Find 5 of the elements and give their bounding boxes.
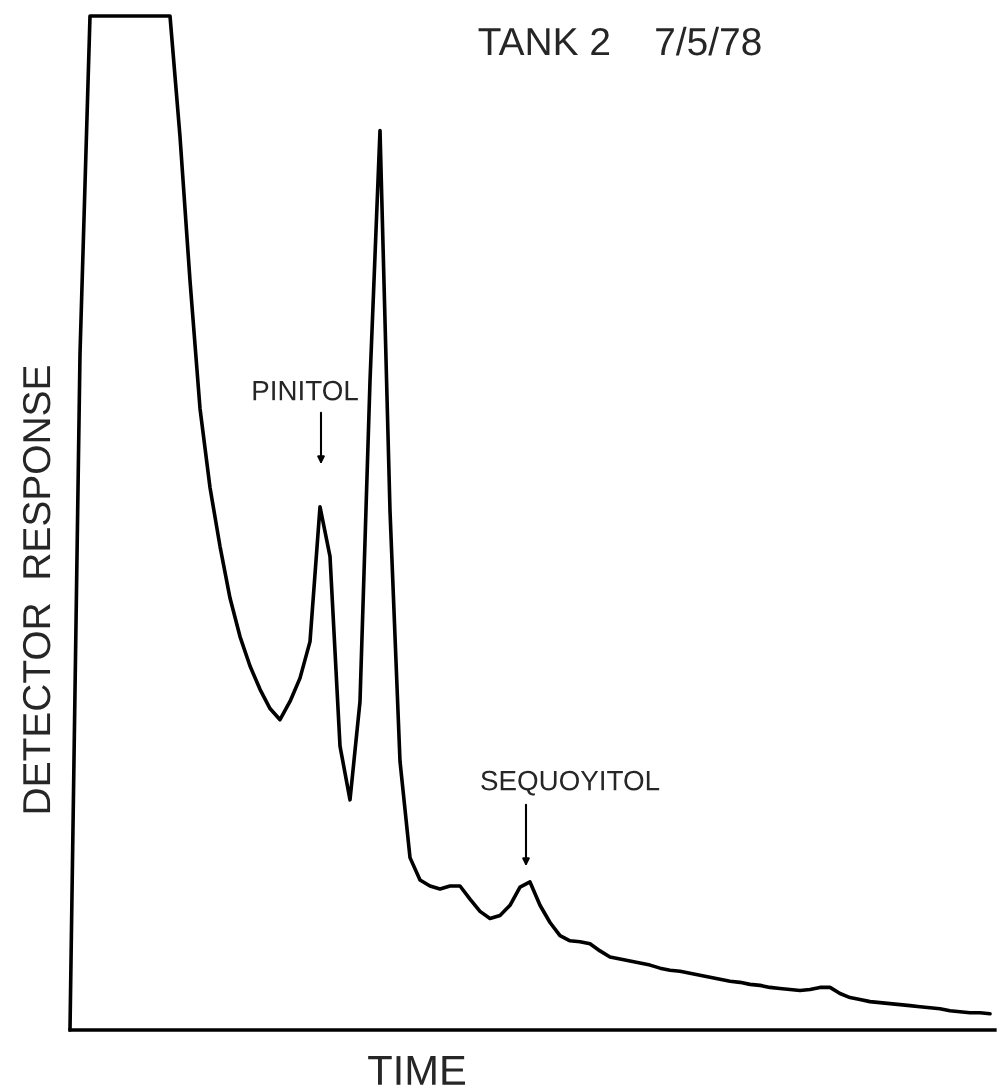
y-axis-title: DETECTOR RESPONSE bbox=[22, 366, 51, 813]
annotation: SEQUOYITOL bbox=[481, 770, 660, 796]
annotation: PINITOL bbox=[253, 380, 358, 401]
chart-title: TANK 2 7/5/78 bbox=[478, 26, 761, 56]
x-axis-title: TIME bbox=[368, 1056, 465, 1085]
